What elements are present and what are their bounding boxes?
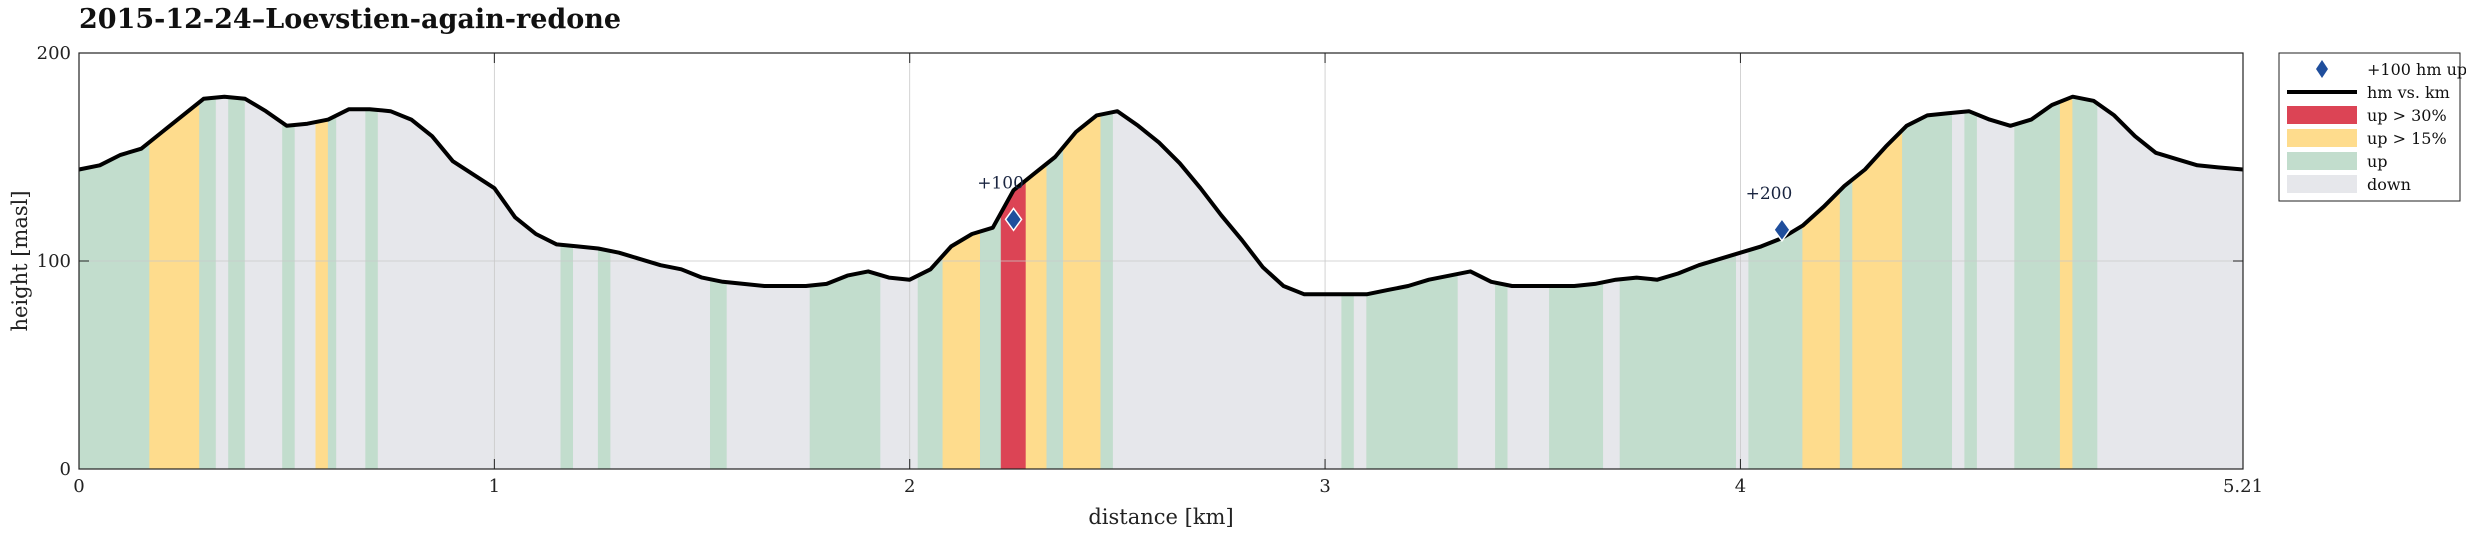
band-up xyxy=(228,96,246,470)
band-up xyxy=(199,97,217,470)
marker-diamond xyxy=(1773,217,1791,243)
band-down xyxy=(1952,111,1965,470)
legend-label: up > 15% xyxy=(2367,129,2447,148)
x-tick-label: 3 xyxy=(1319,476,1330,497)
band-down xyxy=(336,108,366,470)
x-tick-label: 1 xyxy=(489,476,500,497)
legend-label: up > 30% xyxy=(2367,106,2447,125)
band-up xyxy=(327,114,337,470)
legend-label: +100 hm up xyxy=(2367,60,2466,79)
band-down xyxy=(880,274,919,470)
band-up xyxy=(282,122,296,470)
band-down xyxy=(1353,293,1367,470)
band-up xyxy=(1748,225,1803,470)
band-up xyxy=(1549,281,1604,470)
marker-label: +200 xyxy=(1746,184,1793,204)
legend-patch-swatch xyxy=(2287,152,2357,170)
band-up-15 xyxy=(942,231,981,470)
y-axis-label: height [masl] xyxy=(8,190,32,331)
legend-label: up xyxy=(2367,152,2388,171)
band-up xyxy=(1100,111,1114,470)
band-down xyxy=(1112,110,1342,470)
band-up xyxy=(2014,101,2061,470)
band-down xyxy=(377,109,562,470)
band-up-15 xyxy=(1802,189,1841,470)
band-up xyxy=(1619,253,1737,470)
band-up xyxy=(809,271,881,470)
legend: +100 hm up hm vs. km up > 30% up > 15% up dow… xyxy=(2278,52,2466,202)
band-down xyxy=(610,250,711,470)
band-up-15 xyxy=(2059,96,2073,470)
legend-label: hm vs. km xyxy=(2367,83,2450,102)
legend-marker-swatch xyxy=(2316,60,2328,78)
y-tick-label: 0 xyxy=(60,459,71,480)
band-down xyxy=(1457,271,1496,470)
band-down xyxy=(726,281,811,470)
band-up-15 xyxy=(1852,129,1903,470)
legend-patch-swatch xyxy=(2287,106,2357,124)
band-up xyxy=(1902,112,1953,470)
profile-line xyxy=(78,94,2244,297)
legend-label: down xyxy=(2367,175,2411,194)
legend-patch-swatch xyxy=(2287,175,2357,193)
band-up xyxy=(1964,110,1978,470)
chart-title: 2015-12-24–Loevstien-again-redone xyxy=(79,4,621,35)
y-tick-label: 100 xyxy=(37,251,71,272)
band-up xyxy=(1366,273,1459,470)
band-up xyxy=(365,108,379,470)
band-down xyxy=(1976,114,2015,470)
gradient-bands xyxy=(78,96,2244,470)
axis-ticks: 0 1 2 3 4 5.21 0 100 200 xyxy=(37,43,2263,497)
grid xyxy=(79,53,2243,469)
band-down xyxy=(1507,284,1550,470)
band-up xyxy=(979,211,1002,470)
band-up xyxy=(597,248,612,470)
band-up xyxy=(2072,96,2098,470)
x-tick-label: 2 xyxy=(904,476,915,497)
band-up xyxy=(1046,146,1064,470)
band-up-15 xyxy=(149,101,200,470)
band-down xyxy=(1736,249,1749,470)
band-up-15 xyxy=(1025,163,1048,470)
band-up-15 xyxy=(1063,114,1102,470)
legend-patch-swatch xyxy=(2287,129,2357,147)
band-up xyxy=(1495,282,1509,470)
band-down xyxy=(1603,278,1621,470)
band-up xyxy=(78,141,150,470)
band-up xyxy=(1341,293,1355,470)
band-down xyxy=(244,98,283,470)
band-down xyxy=(294,121,317,470)
x-axis-label: distance [km] xyxy=(1088,505,1233,529)
band-up-15 xyxy=(315,119,329,470)
band-down xyxy=(572,245,599,470)
band-up xyxy=(917,254,944,470)
x-tick-label: 0 xyxy=(73,476,84,497)
marker-label: +100 xyxy=(977,173,1024,193)
band-down xyxy=(215,96,229,470)
band-up xyxy=(1839,178,1853,470)
marker-diamond xyxy=(1004,207,1023,232)
x-tick-label: 4 xyxy=(1735,476,1746,497)
band-up xyxy=(560,244,574,470)
y-tick-label: 200 xyxy=(37,43,71,64)
x-tick-label: 5.21 xyxy=(2223,476,2263,497)
series-line-hm-vs-km xyxy=(78,94,2244,297)
band-up xyxy=(709,278,728,470)
markers: +100 +200 xyxy=(977,173,1793,243)
